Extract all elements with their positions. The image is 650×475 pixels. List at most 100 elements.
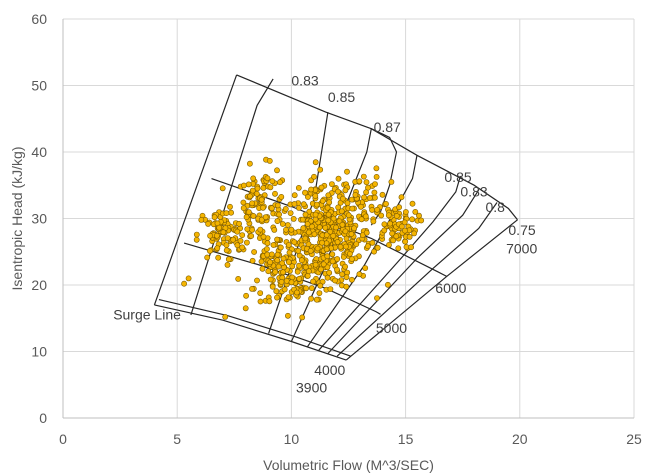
data-point xyxy=(282,205,289,212)
data-point xyxy=(237,237,244,244)
data-point xyxy=(257,226,264,233)
data-point xyxy=(329,258,336,265)
map-annotation: 0.87 xyxy=(374,119,401,135)
data-point xyxy=(288,226,295,233)
data-point xyxy=(312,211,319,218)
data-point xyxy=(335,204,342,211)
data-point xyxy=(267,184,274,191)
map-annotation: 0.85 xyxy=(328,89,355,105)
data-point xyxy=(386,241,392,248)
data-point xyxy=(393,213,400,219)
data-point xyxy=(312,159,319,166)
data-point xyxy=(339,221,346,228)
data-point xyxy=(302,264,309,271)
data-point xyxy=(418,217,425,224)
data-point xyxy=(286,249,293,256)
data-point xyxy=(308,186,314,193)
y-tick-label: 20 xyxy=(31,277,47,293)
data-point xyxy=(334,266,340,273)
data-point xyxy=(234,228,241,235)
data-point xyxy=(291,192,298,199)
data-point xyxy=(325,192,332,199)
data-point xyxy=(304,194,311,200)
data-point xyxy=(344,168,350,175)
data-point xyxy=(234,242,241,249)
data-point xyxy=(319,239,325,246)
data-point xyxy=(387,220,393,227)
data-point xyxy=(339,271,345,278)
map-annotation: 5000 xyxy=(376,320,407,336)
data-point xyxy=(319,197,326,204)
data-point xyxy=(291,201,298,207)
data-point xyxy=(396,204,402,211)
y-tick-label: 40 xyxy=(31,144,47,160)
data-point xyxy=(289,274,296,281)
data-point xyxy=(284,222,291,228)
flow-line xyxy=(153,74,238,306)
data-point xyxy=(349,205,356,212)
data-point xyxy=(388,178,395,185)
data-point xyxy=(295,247,302,254)
data-point xyxy=(281,286,288,293)
data-point xyxy=(351,225,357,232)
data-point xyxy=(330,215,337,222)
data-point xyxy=(362,265,369,271)
data-point xyxy=(371,194,378,201)
data-point xyxy=(213,232,220,239)
y-tick-label: 10 xyxy=(31,344,47,360)
x-tick-label: 25 xyxy=(626,431,642,447)
data-point xyxy=(295,184,302,191)
data-point xyxy=(299,216,306,223)
data-point xyxy=(240,199,247,206)
data-point xyxy=(374,206,380,213)
data-point xyxy=(369,207,375,213)
data-point xyxy=(240,205,247,211)
data-point xyxy=(330,232,337,239)
data-point xyxy=(264,240,271,247)
data-point xyxy=(353,241,360,247)
speed-line xyxy=(158,299,351,357)
data-point xyxy=(325,217,332,224)
data-point xyxy=(312,193,319,199)
data-point xyxy=(236,220,242,227)
data-point xyxy=(251,249,257,255)
x-tick-label: 5 xyxy=(173,431,181,447)
data-point xyxy=(338,208,345,215)
x-tick-label: 15 xyxy=(398,431,414,447)
data-point xyxy=(274,294,280,301)
data-point xyxy=(294,268,301,275)
data-point xyxy=(278,278,285,285)
data-point xyxy=(335,175,342,182)
data-point xyxy=(342,228,349,235)
data-point xyxy=(289,263,296,270)
data-point xyxy=(389,230,395,237)
data-point xyxy=(275,263,282,270)
data-point xyxy=(303,285,309,292)
data-point xyxy=(242,305,249,312)
data-point xyxy=(290,215,297,222)
data-point xyxy=(259,265,266,272)
y-axis-title: Isentropic Head (kJ/kg) xyxy=(9,147,25,291)
flow-line xyxy=(290,128,372,342)
data-point xyxy=(384,281,391,288)
data-point xyxy=(283,277,290,284)
data-point xyxy=(223,210,230,216)
data-point xyxy=(314,245,321,252)
data-point xyxy=(352,191,359,198)
data-point xyxy=(342,243,349,250)
map-annotation: 4000 xyxy=(314,362,345,378)
data-point xyxy=(408,244,414,251)
data-point xyxy=(257,290,264,296)
data-point xyxy=(327,286,334,292)
map-annotation: 6000 xyxy=(435,280,466,296)
data-point xyxy=(228,209,234,216)
data-point xyxy=(305,268,312,275)
data-point xyxy=(299,314,306,321)
data-point xyxy=(324,204,331,211)
data-point xyxy=(346,250,353,257)
data-point xyxy=(356,178,363,185)
data-point xyxy=(366,195,373,201)
data-point xyxy=(266,298,273,305)
x-axis-title: Volumetric Flow (M^3/SEC) xyxy=(263,457,434,473)
